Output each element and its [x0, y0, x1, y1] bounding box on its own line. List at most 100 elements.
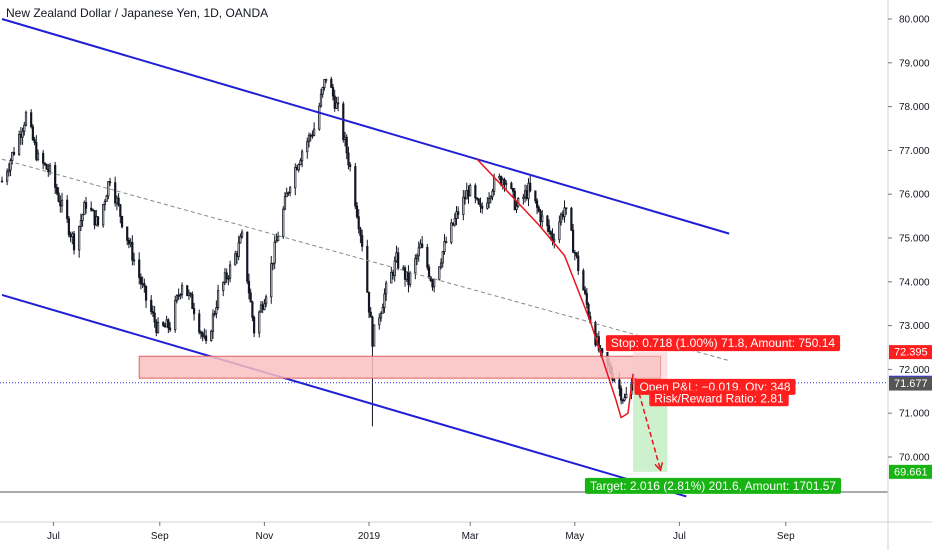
candle-body	[451, 222, 455, 226]
candle-body	[215, 307, 218, 314]
candle-body	[426, 246, 429, 268]
candle-body	[357, 216, 360, 230]
candle-body	[165, 319, 168, 328]
candle-body	[96, 216, 100, 226]
candle-body	[475, 197, 479, 200]
price-tag-72.395: 72.395	[889, 345, 932, 360]
risk-reward-label[interactable]: Risk/Reward Ratio: 2.81	[649, 390, 789, 407]
candle-body	[349, 164, 352, 167]
candle-body	[270, 263, 273, 298]
candle-body	[417, 247, 420, 257]
candle-body	[297, 164, 300, 171]
candle-body	[487, 198, 491, 204]
candle-body	[489, 196, 492, 199]
candle-body	[24, 112, 28, 126]
candle-body	[318, 105, 321, 130]
candle-body	[119, 204, 122, 217]
candle-body	[511, 188, 515, 192]
candle-body	[283, 196, 287, 210]
candle-body	[246, 231, 249, 282]
channel-upper-line[interactable]	[1, 18, 730, 235]
candle-body	[228, 264, 232, 279]
candle-body	[21, 130, 24, 138]
price-tick-label: 75.000	[899, 234, 930, 245]
candle-body	[523, 190, 527, 198]
candle-body	[213, 312, 216, 315]
candle-body	[371, 316, 374, 347]
candle-body	[79, 220, 82, 227]
candle-body	[275, 240, 278, 243]
candle-body	[474, 185, 477, 199]
candle-body	[465, 190, 468, 200]
drawings[interactable]: Stop: 0.718 (1.00%) 71.8, Amount: 750.14…	[0, 18, 888, 498]
candle-body	[227, 277, 230, 280]
candle-body	[90, 207, 93, 211]
target-label[interactable]: Target: 2.016 (2.81%) 201.6, Amount: 170…	[584, 477, 842, 494]
candle-body	[6, 171, 9, 182]
candle-body	[93, 210, 96, 226]
candle-body	[421, 243, 424, 248]
candle-body	[479, 203, 482, 207]
price-tick-label: 74.000	[899, 277, 930, 288]
projection-curve[interactable]	[476, 158, 634, 419]
candle-body	[525, 190, 528, 199]
candle-body	[427, 266, 431, 278]
candle-body	[355, 205, 359, 218]
candle-body	[43, 162, 46, 165]
time-tick-label: 2019	[358, 531, 381, 542]
price-tag-69.661: 69.661	[889, 464, 932, 479]
candle-body	[498, 175, 501, 179]
candle-body	[18, 134, 21, 155]
candle-body	[445, 241, 448, 243]
price-tag-box	[889, 464, 932, 479]
candle-body	[105, 195, 108, 202]
candle-body	[391, 271, 395, 276]
candle-body	[299, 160, 302, 166]
candle-body	[553, 239, 556, 242]
price-tag-box	[889, 376, 932, 391]
candle-body	[378, 317, 381, 326]
candle-body	[402, 267, 405, 270]
candle-body	[625, 393, 628, 399]
candle-body	[405, 271, 408, 280]
support-zone[interactable]	[138, 355, 662, 379]
stop-zone[interactable]	[633, 352, 668, 384]
candle-body	[584, 289, 587, 294]
candle-body	[335, 102, 338, 109]
candle-body	[307, 134, 311, 143]
candle-body	[42, 152, 45, 164]
candle-body	[395, 252, 398, 262]
candle-body	[306, 141, 309, 153]
stop-label[interactable]: Stop: 0.718 (1.00%) 71.8, Amount: 750.14	[605, 335, 841, 352]
candle-body	[265, 296, 268, 305]
candle-body	[373, 324, 376, 347]
candle-body	[577, 255, 580, 272]
candle-body	[415, 255, 419, 260]
candle-body	[57, 192, 60, 202]
candle-body	[95, 216, 98, 226]
candle-body	[457, 211, 460, 215]
candle-body	[621, 399, 624, 402]
candle-body	[390, 271, 393, 284]
candle-body	[66, 199, 69, 219]
candle-body	[321, 87, 324, 95]
candle-body	[175, 295, 179, 301]
candle-body	[263, 303, 266, 310]
candle-body	[7, 169, 10, 173]
candle-body	[620, 388, 623, 401]
candle-body	[539, 210, 542, 223]
candle-body	[527, 182, 530, 199]
candle-body	[477, 198, 480, 205]
candle-body	[117, 197, 120, 206]
candle-body	[381, 307, 384, 314]
candle-body	[409, 272, 412, 286]
candle-body	[139, 277, 143, 285]
target-label-box	[584, 477, 842, 494]
candle-body	[571, 229, 575, 253]
time-tick-label: Mar	[462, 531, 480, 542]
channel-lower-line[interactable]	[1, 293, 687, 498]
candle-body	[71, 233, 74, 238]
candle-body	[558, 221, 561, 241]
price-tick-label: 80.000	[899, 15, 930, 26]
